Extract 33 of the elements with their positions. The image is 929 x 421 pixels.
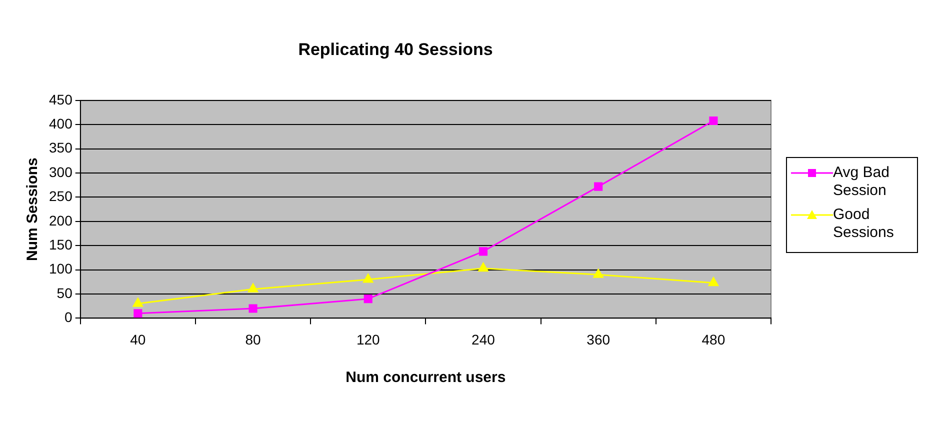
x-tick-label: 360 (586, 331, 610, 348)
legend-label: Good Sessions (833, 206, 895, 242)
point (594, 182, 603, 191)
x-tick-label: 240 (472, 331, 496, 348)
point (709, 116, 718, 126)
x-tick-label: 80 (245, 331, 262, 348)
point (593, 268, 604, 278)
y-tick-label: 300 (49, 164, 73, 180)
y-tick-label: 50 (56, 284, 73, 301)
y-tick-label: 400 (49, 115, 73, 132)
y-axis-title: Num Sessions (24, 158, 42, 261)
point (478, 262, 488, 272)
point (478, 247, 488, 256)
point (248, 283, 258, 292)
y-tick-label: 250 (49, 188, 73, 204)
point (708, 277, 719, 286)
point (132, 298, 143, 307)
point (364, 294, 372, 304)
point (134, 309, 142, 318)
y-tick-label: 0 (64, 309, 73, 326)
x-tick-label: 480 (702, 331, 726, 348)
x-axis-title: Num concurrent users (346, 369, 506, 386)
point (363, 274, 374, 283)
y-tick-label: 450 (49, 91, 73, 108)
legend-label: Avg Bad Session (833, 164, 890, 200)
chart-title: Replicating 40 Sessions (298, 40, 493, 59)
point (248, 304, 258, 313)
y-tick-label: 150 (49, 236, 73, 252)
x-tick-label: 40 (130, 331, 146, 348)
y-tick-label: 350 (49, 140, 73, 156)
y-tick-label: 100 (49, 260, 73, 277)
y-tick-label: 200 (49, 212, 73, 228)
x-tick-label: 120 (356, 331, 380, 348)
